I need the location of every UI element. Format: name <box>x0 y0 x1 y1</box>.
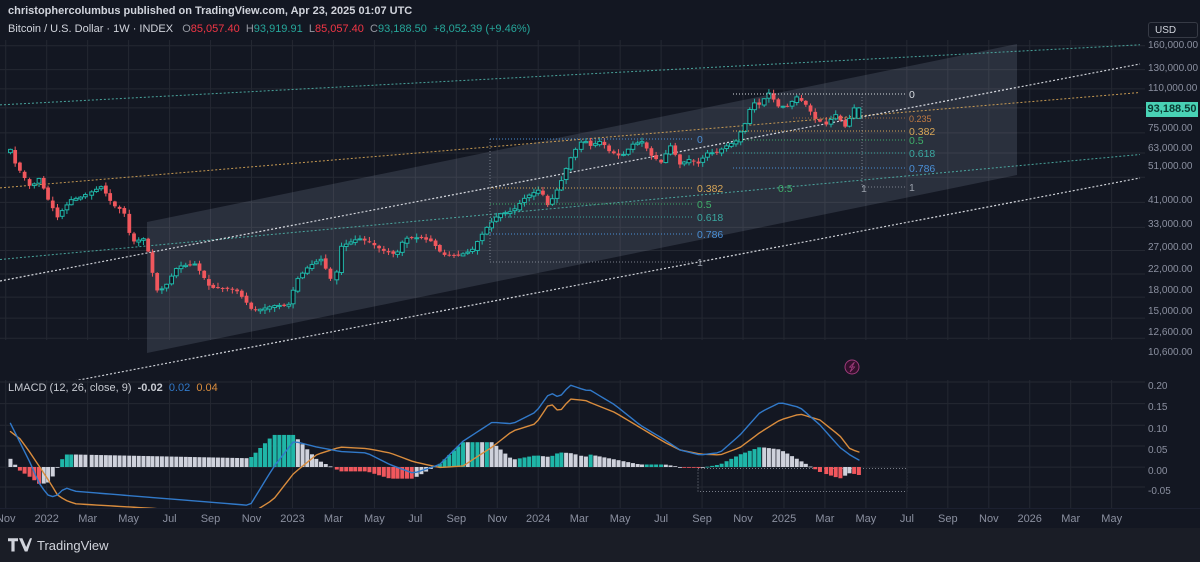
svg-text:0.5: 0.5 <box>778 183 793 195</box>
svg-text:0.5: 0.5 <box>697 199 712 211</box>
svg-text:0.235: 0.235 <box>909 114 932 124</box>
svg-text:0: 0 <box>697 134 703 146</box>
svg-text:1: 1 <box>909 182 915 194</box>
svg-text:0.382: 0.382 <box>697 183 723 195</box>
svg-text:1: 1 <box>861 183 867 195</box>
svg-text:0.786: 0.786 <box>909 163 935 175</box>
svg-text:0.618: 0.618 <box>697 212 723 224</box>
svg-text:0.618: 0.618 <box>909 148 935 160</box>
svg-text:1: 1 <box>697 257 703 269</box>
svg-text:0.5: 0.5 <box>909 135 924 147</box>
svg-text:0: 0 <box>909 89 915 101</box>
svg-text:0.786: 0.786 <box>697 229 723 241</box>
